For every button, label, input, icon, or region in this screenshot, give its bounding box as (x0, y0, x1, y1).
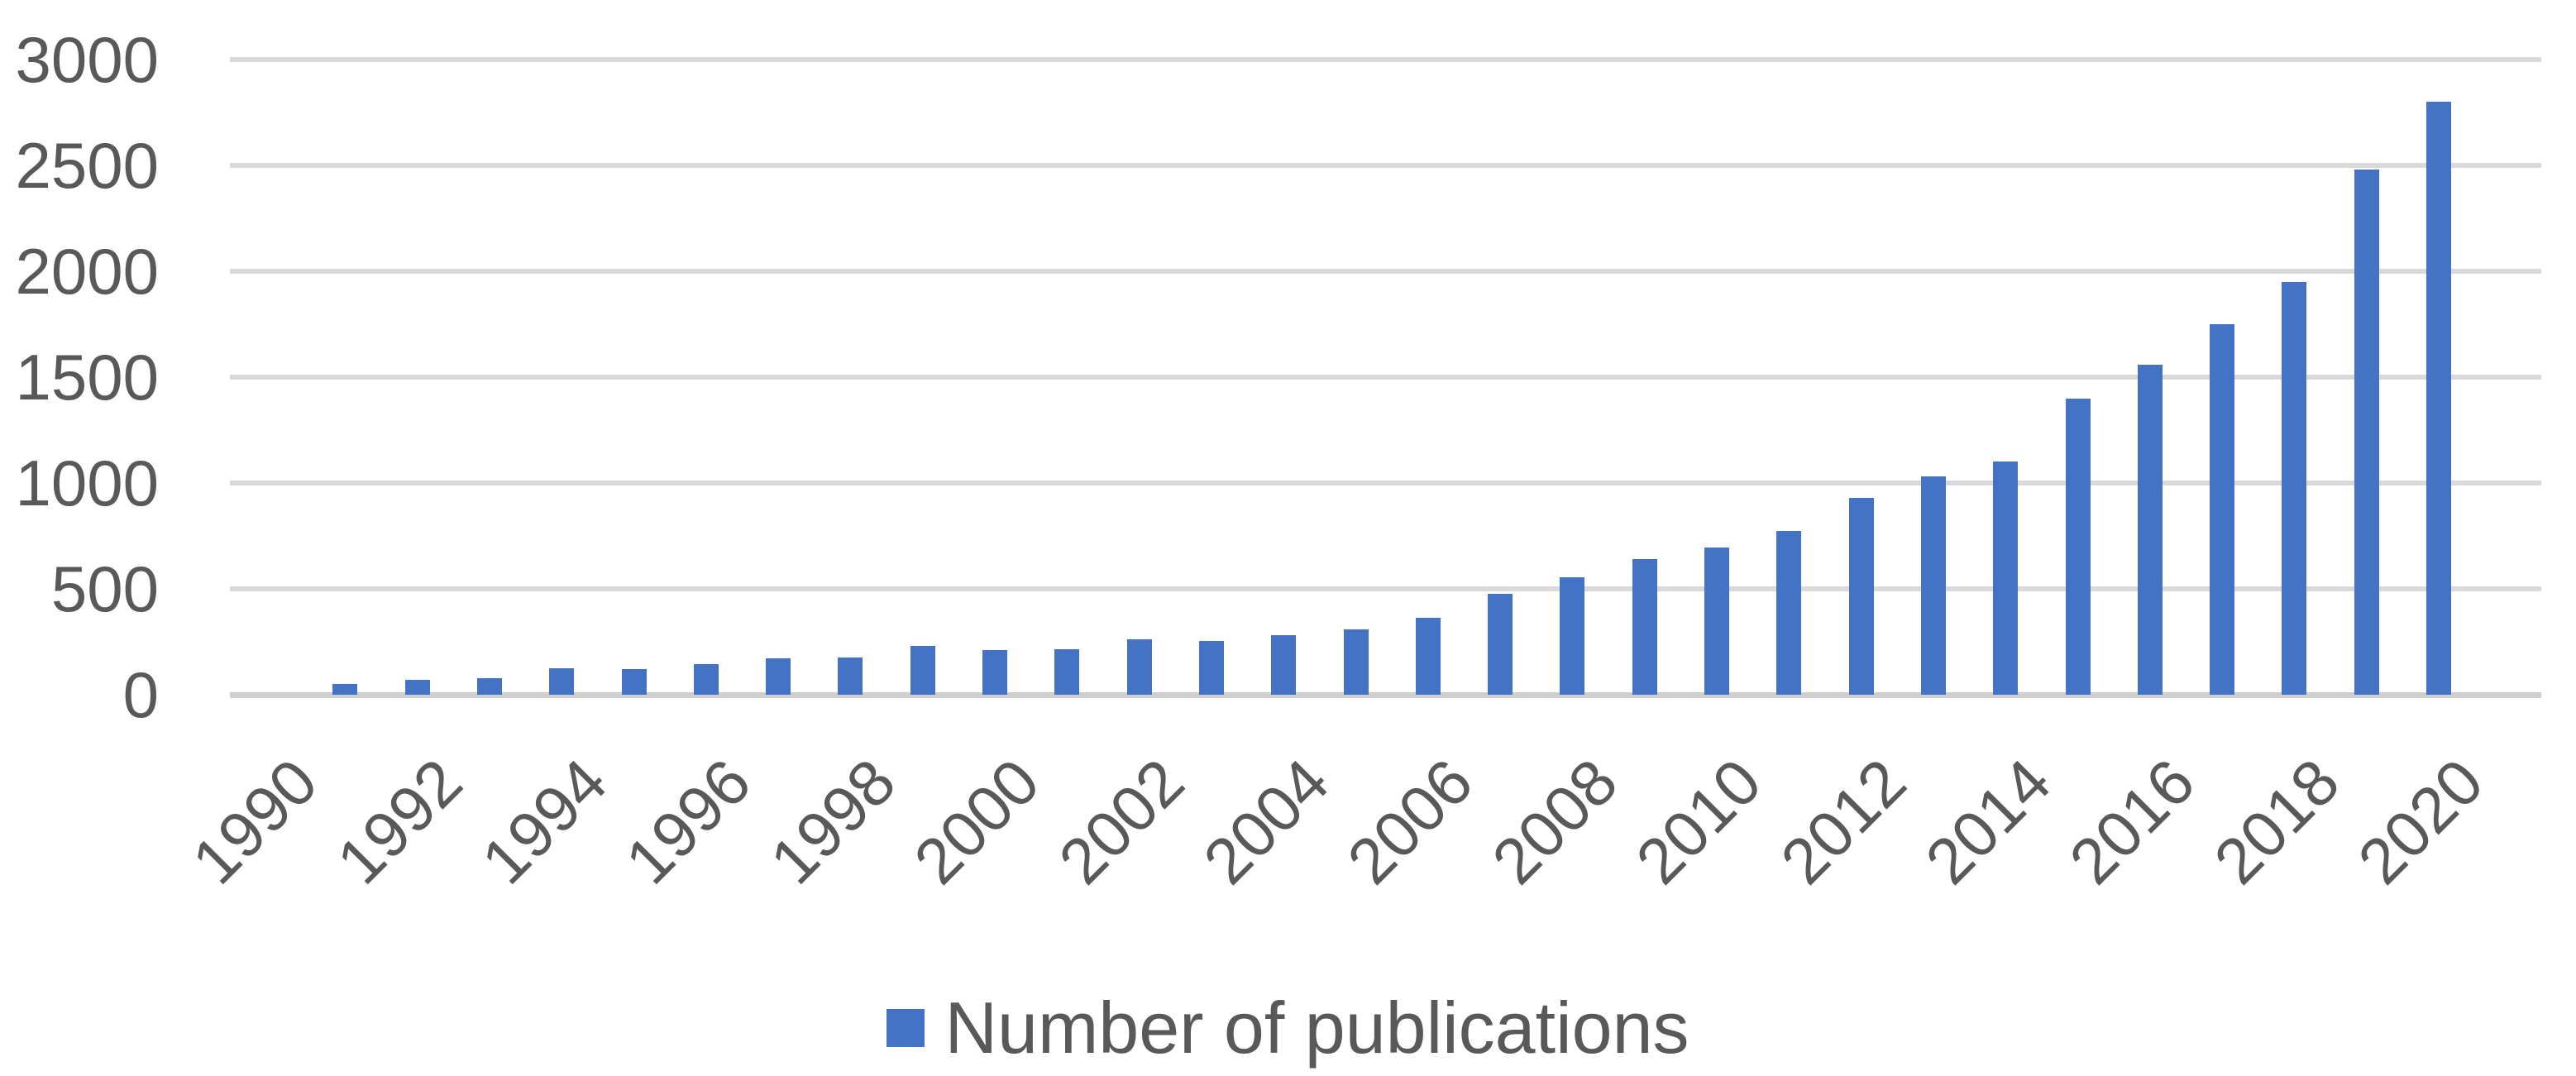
x-axis-tick-label-2004: 2004 (1189, 744, 1343, 898)
bar-2015 (2065, 398, 2091, 695)
x-axis-tick-label-2008: 2008 (1478, 744, 1632, 898)
bar-2002 (1126, 639, 1152, 695)
bar-2008 (1560, 576, 1585, 695)
bar-1992 (404, 680, 430, 695)
bar-2012 (1848, 497, 1874, 695)
bar-2009 (1632, 559, 1657, 695)
bar-1993 (476, 677, 502, 695)
x-axis-tick-label-2014: 2014 (1911, 744, 2065, 898)
x-axis-tick-label-1990: 1990 (178, 744, 332, 898)
gridline-1500 (230, 375, 2541, 380)
x-axis-tick-label-2020: 2020 (2344, 744, 2497, 898)
bar-1995 (621, 669, 647, 695)
bar-2014 (1993, 461, 2019, 695)
bar-2016 (2137, 364, 2163, 695)
y-axis-tick-label-2500: 2500 (15, 129, 159, 202)
y-axis-tick-label-1500: 1500 (15, 341, 159, 414)
y-axis-tick-label-0: 0 (122, 658, 159, 731)
bar-2010 (1704, 548, 1729, 695)
bar-2005 (1343, 629, 1369, 695)
bar-1996 (693, 663, 719, 695)
gridline-1000 (230, 481, 2541, 485)
x-axis-tick-label-1992: 1992 (323, 744, 476, 898)
bar-2013 (1920, 476, 1946, 695)
bar-1994 (549, 668, 575, 695)
x-axis-tick-label-1998: 1998 (756, 744, 910, 898)
y-axis-tick-label-3000: 3000 (15, 23, 159, 96)
bar-2019 (2354, 170, 2379, 695)
legend-marker-square-icon (887, 1009, 925, 1047)
x-axis-tick-label-2002: 2002 (1044, 744, 1198, 898)
bar-2007 (1488, 594, 1513, 695)
y-axis-tick-label-2000: 2000 (15, 235, 159, 308)
bar-1997 (766, 658, 791, 695)
bar-2011 (1776, 530, 1802, 695)
legend: Number of publications (0, 980, 2576, 1076)
x-axis-tick-label-1994: 1994 (467, 744, 621, 898)
gridline-500 (230, 586, 2541, 591)
x-axis-tick-label-2018: 2018 (2200, 744, 2354, 898)
bar-2001 (1054, 648, 1080, 695)
bar-2003 (1198, 640, 1224, 695)
x-axis-tick-label-2012: 2012 (1766, 744, 1920, 898)
x-axis-tick-label-2010: 2010 (1622, 744, 1775, 898)
bar-1991 (332, 684, 358, 695)
bar-2004 (1271, 635, 1297, 695)
gridline-2500 (230, 163, 2541, 168)
x-axis-tick-label-2016: 2016 (2055, 744, 2209, 898)
y-axis-tick-label-500: 500 (50, 552, 159, 625)
bar-2017 (2210, 324, 2235, 695)
gridline-2000 (230, 269, 2541, 274)
gridline-3000 (230, 57, 2541, 62)
x-axis-line (230, 692, 2541, 698)
bar-2006 (1415, 617, 1441, 695)
x-axis-tick-label-2000: 2000 (900, 744, 1054, 898)
y-axis-tick-label-1000: 1000 (15, 447, 159, 519)
x-axis-tick-label-1996: 1996 (611, 744, 765, 898)
bar-1998 (838, 658, 863, 695)
bar-2020 (2426, 102, 2451, 695)
legend-label: Number of publications (944, 987, 1689, 1069)
bar-1999 (910, 646, 935, 695)
x-axis-tick-label-2006: 2006 (1333, 744, 1487, 898)
bar-2000 (982, 650, 1007, 695)
bar-2018 (2282, 281, 2307, 695)
